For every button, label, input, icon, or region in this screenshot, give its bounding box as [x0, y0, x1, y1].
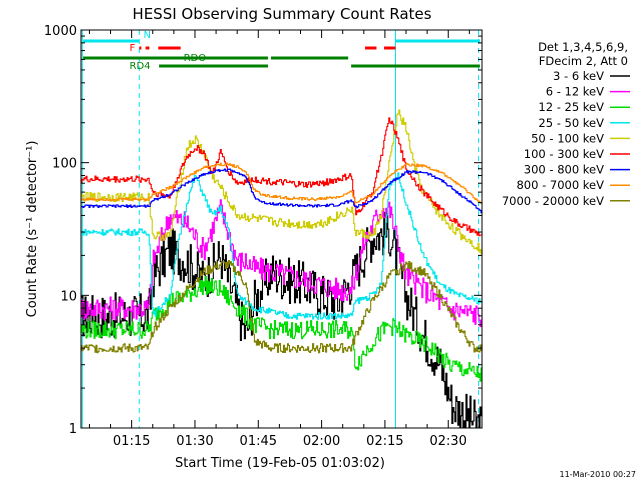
series-line: [81, 168, 483, 214]
legend: Det 1,3,4,5,6,9,FDecim 2, Att 03 - 6 keV…: [502, 40, 630, 208]
x-tick-label: 01:15: [113, 434, 150, 449]
series-line: [81, 117, 483, 237]
x-axis-label: Start Time (19-Feb-05 01:03:02): [175, 456, 385, 471]
y-tick-label: 100: [52, 157, 77, 172]
chart-title: HESSI Observing Summary Count Rates: [132, 5, 431, 23]
plot-area: NF RDO RD4: [81, 30, 483, 429]
series-group: [81, 109, 483, 429]
series-line: [81, 260, 483, 354]
legend-entry-label: 6 - 12 keV: [546, 85, 604, 99]
x-tick-label: 02:00: [303, 434, 340, 449]
legend-entry-label: 12 - 25 keV: [538, 100, 604, 114]
series-line: [81, 162, 483, 205]
legend-header: Det 1,3,4,5,6,9,: [538, 40, 628, 54]
legend-header: FDecim 2, Att 0: [539, 54, 628, 68]
series-line: [81, 199, 483, 328]
legend-entry-label: 800 - 7000 keV: [516, 178, 604, 192]
x-tick-label: 01:30: [176, 434, 213, 449]
flag-bar-label: N: [143, 30, 150, 41]
flag-bar-label: RDO: [184, 53, 207, 64]
y-tick-label: 10: [60, 289, 77, 304]
flag-bar-label: F: [130, 43, 136, 54]
x-tick-label: 01:45: [240, 434, 277, 449]
series-line: [81, 276, 483, 382]
flag-bar-label: RD4: [130, 61, 151, 72]
series-line: [81, 172, 483, 320]
x-tick-label: 02:30: [429, 434, 466, 449]
y-axis: 1 10 100 1000: [44, 24, 482, 437]
y-axis-label: Count Rate (s⁻¹ detector⁻¹): [25, 141, 40, 318]
legend-entry-label: 3 - 6 keV: [553, 69, 604, 83]
legend-entry-label: 7000 - 20000 keV: [502, 194, 604, 208]
x-tick-label: 02:15: [366, 434, 403, 449]
plot-frame: [80, 29, 483, 429]
legend-entry-label: 300 - 800 keV: [524, 163, 604, 177]
legend-entry-label: 25 - 50 keV: [538, 116, 604, 130]
series-line: [81, 210, 483, 429]
series-line: [81, 109, 483, 255]
x-axis: 01:15 01:30 01:45 02:00 02:15 02:30: [88, 30, 470, 449]
legend-entry-label: 100 - 300 keV: [524, 147, 604, 161]
y-tick-label: 1: [69, 422, 77, 437]
y-tick-label: 1000: [44, 24, 77, 39]
legend-entry-label: 50 - 100 keV: [531, 131, 604, 145]
footer-timestamp: 11-Mar-2010 00:27: [560, 470, 637, 479]
